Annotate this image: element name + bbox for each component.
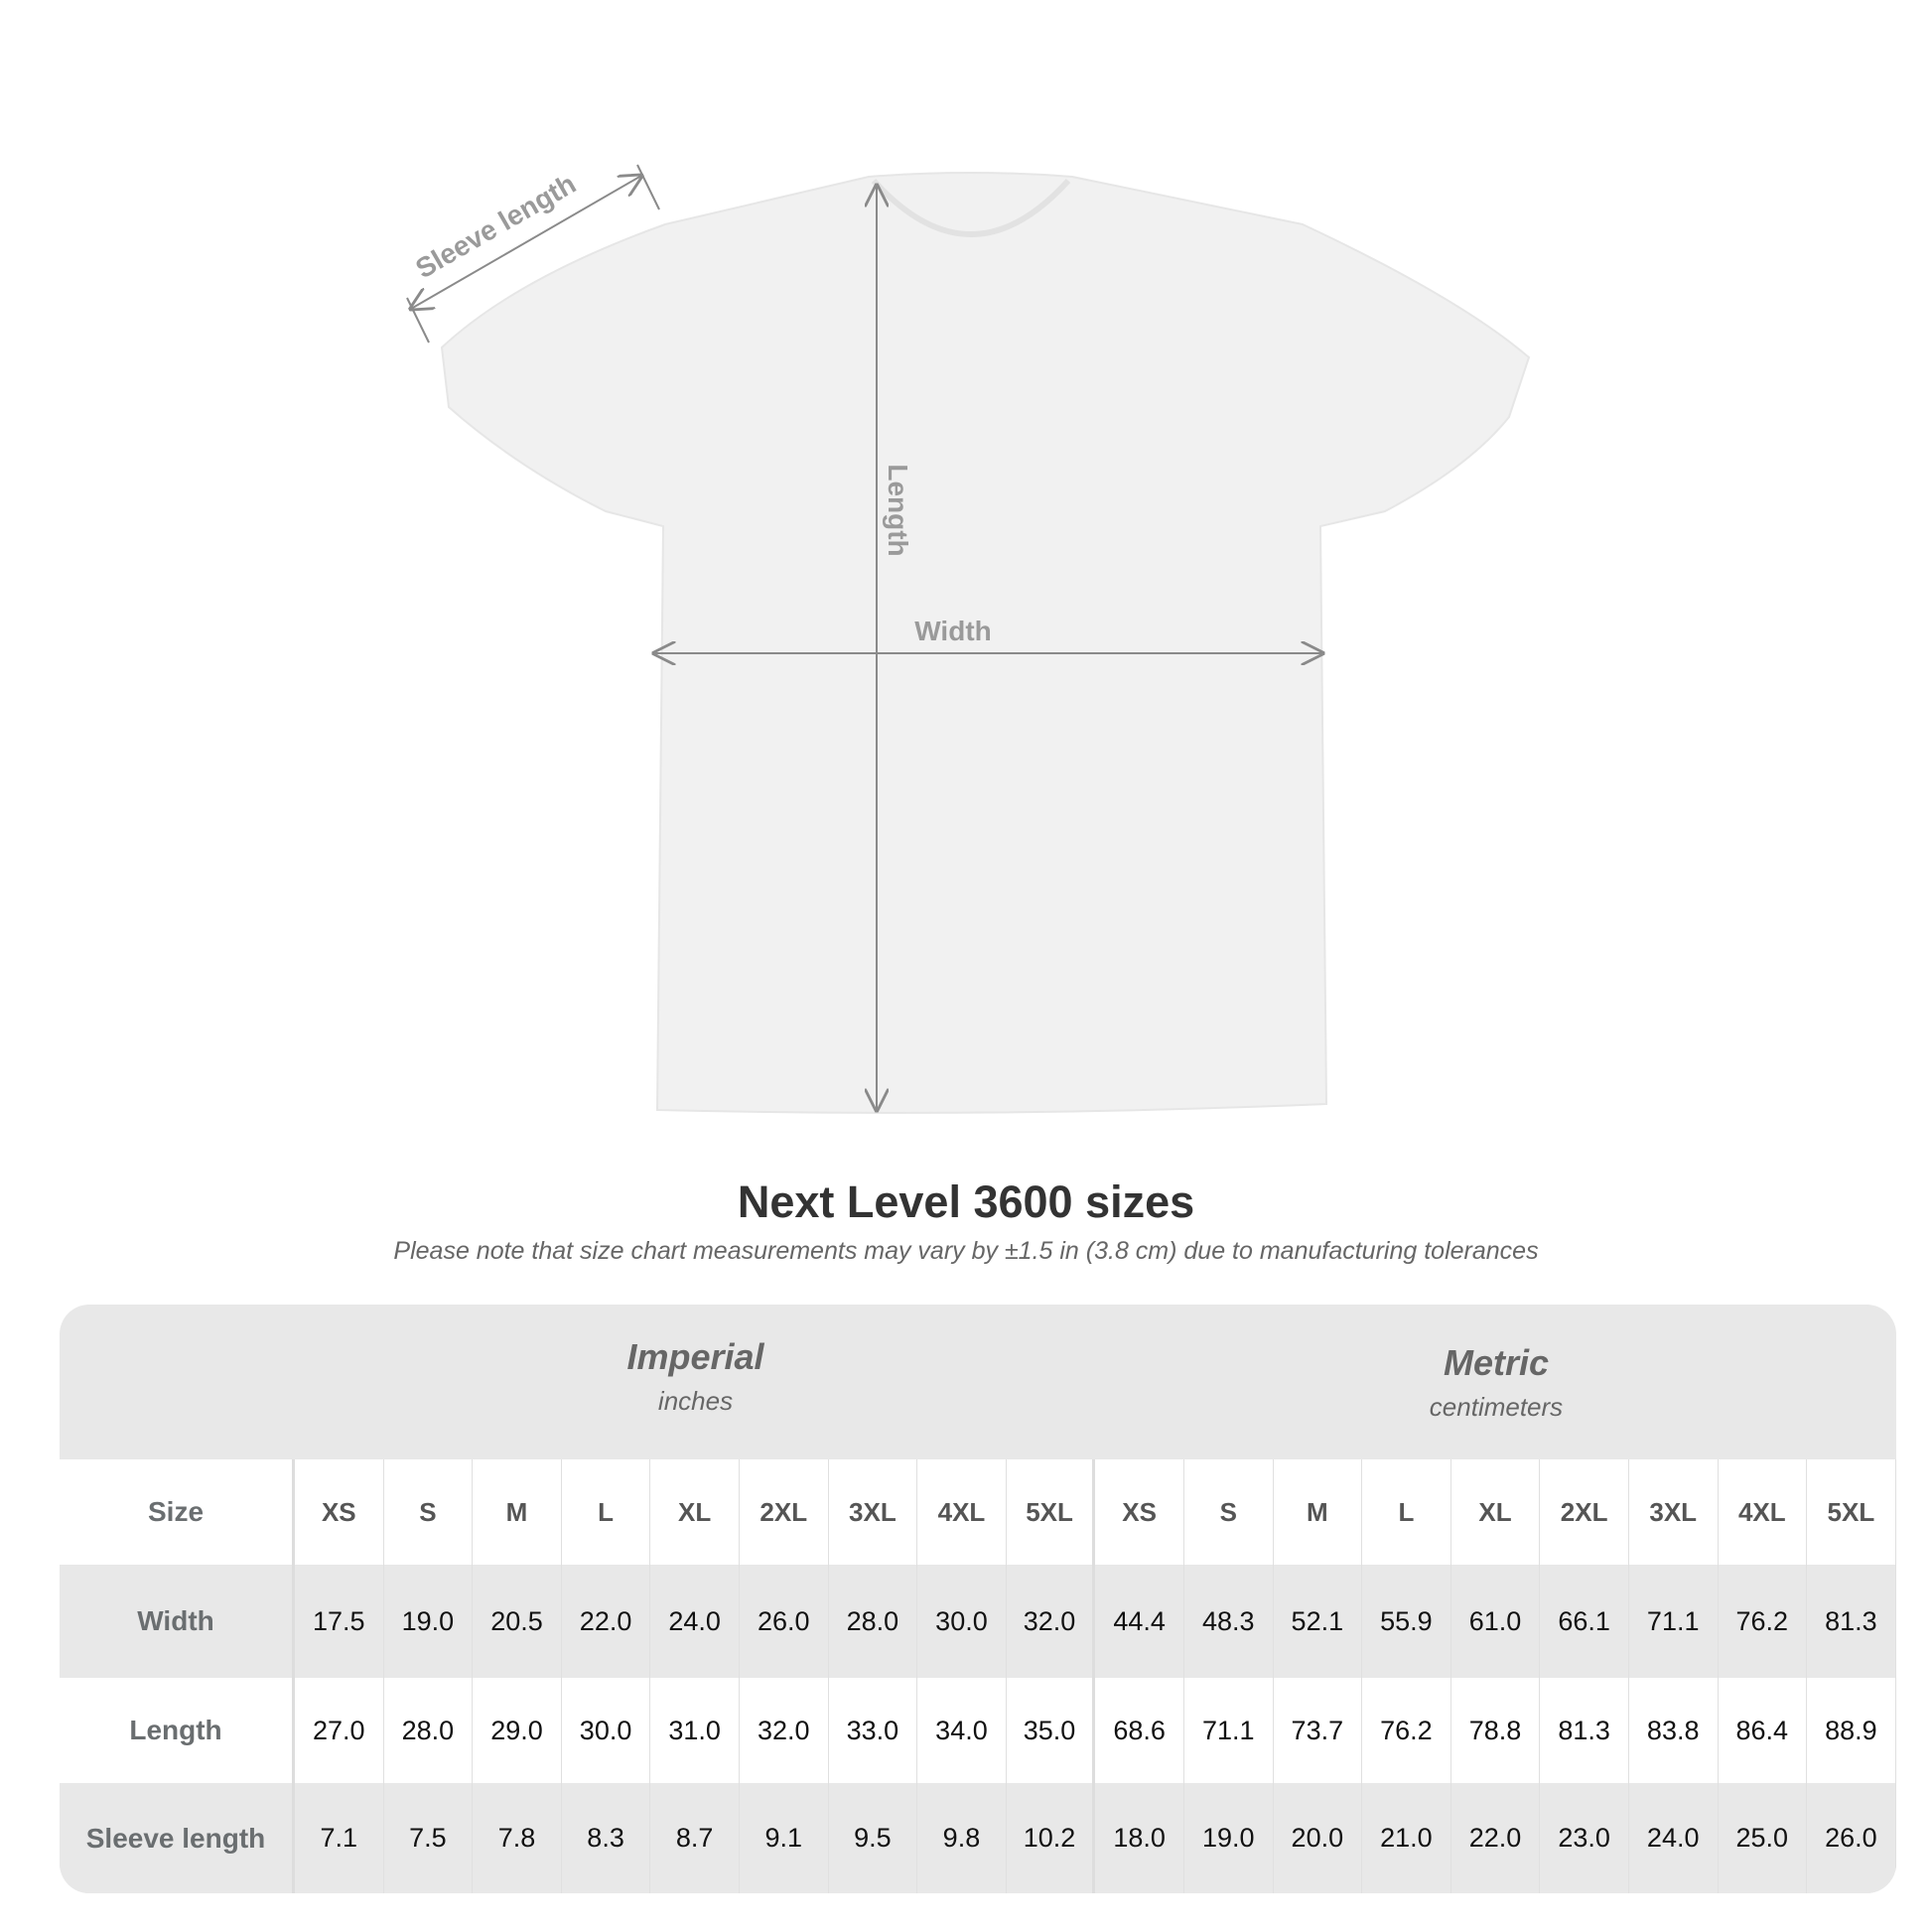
tolerance-note: Please note that size chart measurements…: [393, 1237, 1539, 1265]
width-label: Width: [914, 616, 992, 646]
imperial-value-cell: 10.2: [1007, 1783, 1096, 1893]
imperial-value-cell: 30.0: [917, 1565, 1007, 1678]
size-header-cell: XS: [1095, 1459, 1184, 1565]
imperial-value-cell: 8.7: [650, 1783, 740, 1893]
size-row: Size XS S M L XL 2XL 3XL 4XL 5XL XS S M L XL 2XL 3XL 4XL 5…: [60, 1459, 1896, 1565]
metric-value-cell: 76.2: [1362, 1678, 1451, 1783]
metric-value-cell: 25.0: [1719, 1783, 1808, 1893]
metric-value-cell: 76.2: [1719, 1565, 1808, 1678]
metric-value-cell: 20.0: [1274, 1783, 1363, 1893]
size-header-cell: S: [384, 1459, 474, 1565]
length-row: Length 27.0 28.0 29.0 30.0 31.0 32.0 33.0 34.0 35…: [60, 1678, 1896, 1783]
imperial-value-cell: 33.0: [829, 1678, 918, 1783]
imperial-value-cell: 30.0: [562, 1678, 651, 1783]
metric-value-cell: 83.8: [1629, 1678, 1719, 1783]
metric-value-cell: 88.9: [1807, 1678, 1896, 1783]
tshirt-diagram: Sleeve length Length Width: [406, 164, 1531, 1114]
metric-value-cell: 21.0: [1362, 1783, 1451, 1893]
imperial-unit: inches: [657, 1386, 734, 1416]
imperial-value-cell: 19.0: [384, 1565, 474, 1678]
imperial-value-cell: 7.1: [295, 1783, 384, 1893]
imperial-value-cell: 27.0: [295, 1678, 384, 1783]
imperial-value-cell: 28.0: [384, 1678, 474, 1783]
size-header-cell: XL: [1451, 1459, 1541, 1565]
metric-value-cell: 78.8: [1451, 1678, 1541, 1783]
metric-value-cell: 19.0: [1184, 1783, 1274, 1893]
row-label: Length: [60, 1678, 295, 1783]
sleeve-tick-right: [636, 164, 660, 210]
tshirt-collar: [871, 178, 1071, 237]
metric-value-cell: 86.4: [1719, 1678, 1808, 1783]
size-header-cell: 3XL: [1629, 1459, 1719, 1565]
metric-value-cell: 24.0: [1629, 1783, 1719, 1893]
width-row: Width 17.5 19.0 20.5 22.0 24.0 26.0 28.0 30.0 32.…: [60, 1565, 1896, 1678]
size-header-cell: 2XL: [740, 1459, 829, 1565]
metric-value-cell: 23.0: [1540, 1783, 1629, 1893]
metric-value-cell: 48.3: [1184, 1565, 1274, 1678]
metric-value-cell: 52.1: [1274, 1565, 1363, 1678]
length-label: Length: [883, 464, 913, 556]
imperial-value-cell: 9.8: [917, 1783, 1007, 1893]
imperial-value-cell: 9.5: [829, 1783, 918, 1893]
sleeve-tick-left: [406, 297, 430, 344]
size-header-cell: 4XL: [917, 1459, 1007, 1565]
imperial-value-cell: 24.0: [650, 1565, 740, 1678]
size-header-cell: 3XL: [829, 1459, 918, 1565]
size-header-cell: L: [1362, 1459, 1451, 1565]
imperial-header: Imperial inches: [295, 1305, 1096, 1459]
imperial-value-cell: 7.8: [473, 1783, 562, 1893]
metric-unit: centimeters: [1429, 1392, 1564, 1422]
size-header-cell: M: [1274, 1459, 1363, 1565]
size-header-cell: 2XL: [1540, 1459, 1629, 1565]
size-header-cell: L: [562, 1459, 651, 1565]
metric-value-cell: 26.0: [1807, 1783, 1896, 1893]
size-header-cell: XS: [295, 1459, 384, 1565]
row-label: Width: [60, 1565, 295, 1678]
metric-value-cell: 81.3: [1540, 1678, 1629, 1783]
metric-value-cell: 22.0: [1451, 1783, 1541, 1893]
imperial-value-cell: 9.1: [740, 1783, 829, 1893]
page-title: Next Level 3600 sizes: [737, 1176, 1195, 1227]
size-header-cell: XL: [650, 1459, 740, 1565]
metric-value-cell: 71.1: [1629, 1565, 1719, 1678]
imperial-value-cell: 8.3: [562, 1783, 651, 1893]
imperial-value-cell: 32.0: [740, 1678, 829, 1783]
metric-value-cell: 61.0: [1451, 1565, 1541, 1678]
size-table: Imperial inches Metric centimeters Size X…: [60, 1305, 1896, 1893]
imperial-value-cell: 31.0: [650, 1678, 740, 1783]
imperial-value-cell: 17.5: [295, 1565, 384, 1678]
size-header-cell: 4XL: [1719, 1459, 1808, 1565]
sleeve-length-row: Sleeve length 7.1 7.5 7.8 8.3 8.7 9.1 9.5 9.8 10.…: [60, 1783, 1896, 1893]
metric-value-cell: 44.4: [1095, 1565, 1184, 1678]
imperial-value-cell: 35.0: [1007, 1678, 1096, 1783]
imperial-value-cell: 20.5: [473, 1565, 562, 1678]
imperial-value-cell: 29.0: [473, 1678, 562, 1783]
imperial-value-cell: 22.0: [562, 1565, 651, 1678]
metric-title: Metric: [1443, 1342, 1550, 1383]
imperial-value-cell: 7.5: [384, 1783, 474, 1893]
metric-value-cell: 68.6: [1095, 1678, 1184, 1783]
imperial-value-cell: 28.0: [829, 1565, 918, 1678]
metric-value-cell: 55.9: [1362, 1565, 1451, 1678]
metric-value-cell: 18.0: [1095, 1783, 1184, 1893]
imperial-value-cell: 32.0: [1007, 1565, 1096, 1678]
row-label: Sleeve length: [60, 1783, 295, 1893]
imperial-value-cell: 34.0: [917, 1678, 1007, 1783]
size-header-cell: 5XL: [1807, 1459, 1896, 1565]
metric-value-cell: 66.1: [1540, 1565, 1629, 1678]
size-header-cell: S: [1184, 1459, 1274, 1565]
imperial-value-cell: 26.0: [740, 1565, 829, 1678]
sleeve-arrow: [411, 176, 641, 309]
metric-header: Metric centimeters: [1096, 1311, 1896, 1465]
size-header-cell: M: [473, 1459, 562, 1565]
imperial-title: Imperial: [626, 1336, 764, 1377]
metric-value-cell: 71.1: [1184, 1678, 1274, 1783]
row-label: Size: [60, 1459, 295, 1565]
metric-value-cell: 81.3: [1807, 1565, 1896, 1678]
size-header-cell: 5XL: [1007, 1459, 1096, 1565]
metric-value-cell: 73.7: [1274, 1678, 1363, 1783]
